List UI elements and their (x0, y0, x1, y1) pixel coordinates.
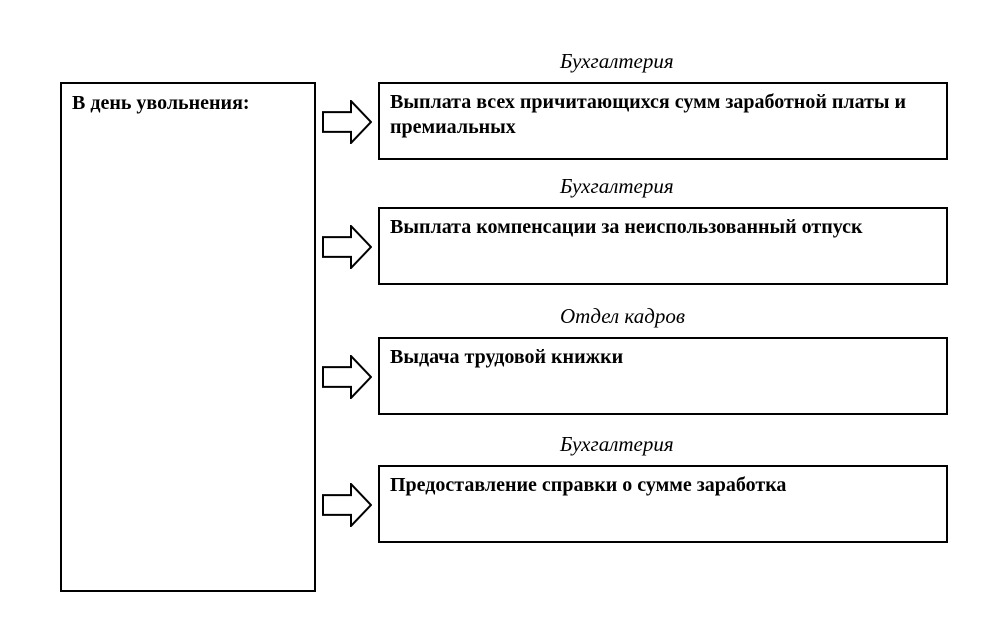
right-box-text-1: Выплата компенсации за неиспользованный … (390, 215, 936, 240)
dept-label-0: Бухгалтерия (560, 49, 674, 74)
left-box-title: В день увольнения: (72, 92, 304, 115)
dept-label-3: Бухгалтерия (560, 432, 674, 457)
right-box-3: Предоставление справки о сумме заработка (378, 465, 948, 543)
arrow-icon-2 (322, 355, 372, 399)
right-box-1: Выплата компенсации за неиспользованный … (378, 207, 948, 285)
right-box-0: Выплата всех причитающихся сумм заработн… (378, 82, 948, 160)
left-source-box: В день увольнения: (60, 82, 316, 592)
arrow-icon-1 (322, 225, 372, 269)
right-box-2: Выдача трудовой книжки (378, 337, 948, 415)
arrow-icon-3 (322, 483, 372, 527)
right-box-text-2: Выдача трудовой книжки (390, 345, 936, 370)
right-box-text-0: Выплата всех причитающихся сумм заработн… (390, 90, 936, 140)
dept-label-2: Отдел кадров (560, 304, 685, 329)
arrow-icon-0 (322, 100, 372, 144)
right-box-text-3: Предоставление справки о сумме заработка (390, 473, 936, 498)
dept-label-1: Бухгалтерия (560, 174, 674, 199)
